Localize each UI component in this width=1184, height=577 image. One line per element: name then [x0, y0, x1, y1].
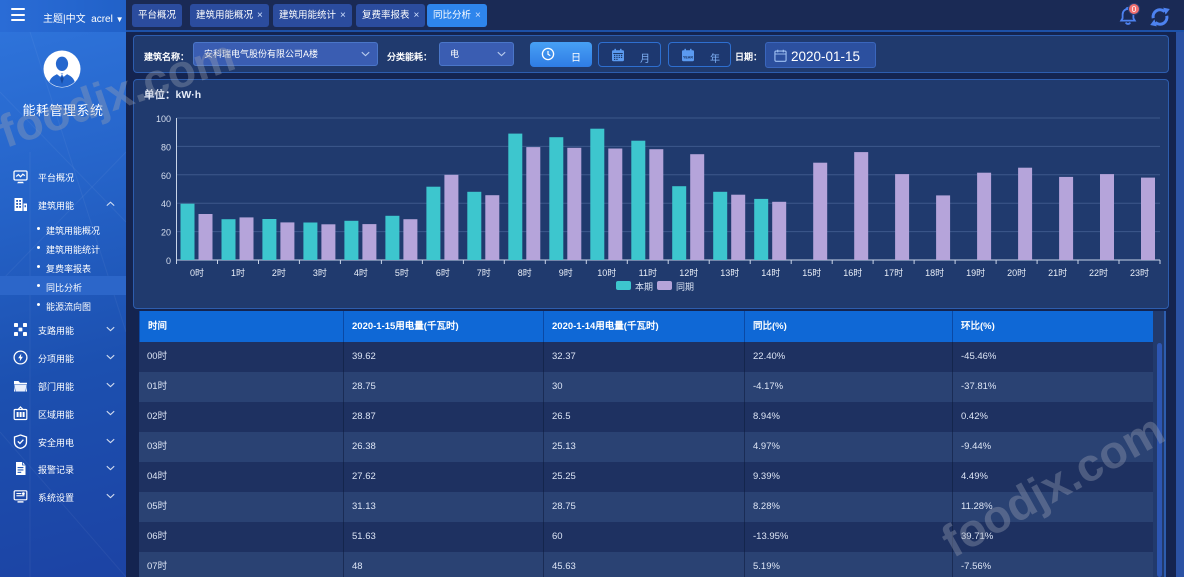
svg-text:0: 0 [166, 256, 171, 266]
svg-text:17时: 17时 [884, 267, 903, 278]
svg-text:13时: 13时 [720, 267, 739, 278]
svg-text:2时: 2时 [272, 267, 286, 278]
svg-text:本期: 本期 [635, 281, 653, 292]
svg-text:19时: 19时 [966, 267, 985, 278]
svg-text:16时: 16时 [843, 267, 862, 278]
svg-text:80: 80 [161, 142, 171, 152]
svg-text:6时: 6时 [436, 267, 450, 278]
svg-text:18时: 18时 [925, 267, 944, 278]
svg-text:10时: 10时 [597, 267, 616, 278]
svg-text:8时: 8时 [518, 267, 532, 278]
svg-text:14时: 14时 [761, 267, 780, 278]
svg-text:11时: 11时 [639, 267, 657, 278]
svg-text:1时: 1时 [231, 267, 245, 278]
svg-text:22时: 22时 [1089, 267, 1108, 278]
svg-text:23时: 23时 [1130, 267, 1149, 278]
svg-text:0时: 0时 [190, 267, 204, 278]
svg-text:同期: 同期 [676, 282, 694, 292]
svg-text:YEAR: YEAR [683, 56, 693, 60]
svg-text:7时: 7时 [477, 267, 491, 278]
svg-text:20: 20 [161, 228, 171, 238]
svg-text:5时: 5时 [395, 267, 409, 278]
svg-text:3时: 3时 [313, 267, 327, 278]
svg-text:12时: 12时 [679, 267, 698, 278]
svg-text:60: 60 [161, 171, 171, 181]
svg-text:9时: 9时 [559, 267, 573, 278]
svg-text:15时: 15时 [802, 267, 821, 278]
svg-text:40: 40 [161, 199, 171, 209]
svg-text:4时: 4时 [354, 267, 368, 278]
svg-text:21时: 21时 [1048, 267, 1067, 278]
svg-text:20时: 20时 [1007, 267, 1026, 278]
svg-text:100: 100 [156, 114, 171, 124]
